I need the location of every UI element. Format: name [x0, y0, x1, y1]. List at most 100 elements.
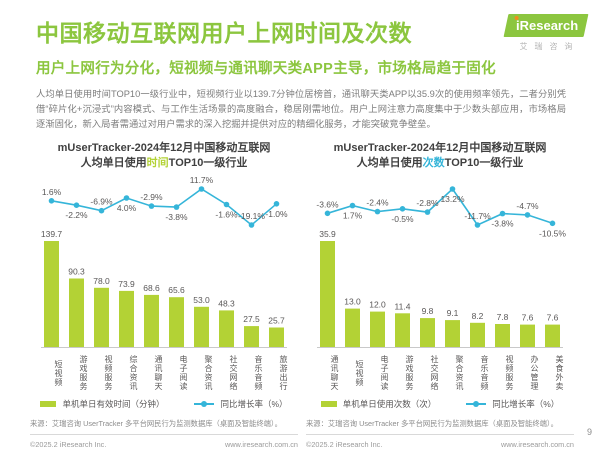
bar — [395, 313, 410, 348]
bar — [94, 288, 109, 348]
line-point — [499, 211, 506, 217]
bar-value-label: 25.7 — [268, 316, 285, 326]
line-point — [524, 212, 531, 219]
line-legend-marker-icon — [194, 401, 215, 408]
logo-brand: Research — [519, 18, 579, 33]
growth-value-label: 11.7% — [190, 175, 214, 185]
category-label: 电子阅读 — [179, 355, 188, 392]
bar-legend-swatch-icon — [40, 401, 57, 408]
chart-legend: 单机单日有效时间（分钟） 同比增长率（%） — [30, 398, 298, 410]
growth-value-label: 1.6% — [42, 187, 62, 197]
bar-value-label: 12.0 — [369, 300, 386, 310]
growth-value-label: -6.9% — [90, 197, 113, 207]
bar — [69, 278, 84, 348]
chart-usage-count: mUserTracker-2024年12月中国移动互联网 人均单日使用次数TOP… — [306, 141, 574, 449]
bar — [119, 291, 134, 348]
growth-value-label: -3.8% — [491, 219, 514, 229]
title-highlight: 次数 — [422, 156, 445, 169]
bar — [194, 307, 209, 348]
footer-row: ©2025.2 iResearch Inc. www.iresearch.com… — [30, 435, 298, 449]
category-label: 视频服务 — [505, 355, 514, 392]
category-label: 音乐音频 — [480, 355, 489, 392]
chart-title-line2: 人均单日使用次数TOP10一级行业 — [356, 156, 524, 169]
growth-value-label: -2.2% — [65, 211, 88, 221]
bar-value-label: 139.7 — [41, 229, 63, 239]
bar-value-label: 48.3 — [218, 299, 235, 309]
copyright-text: ©2025.2 iResearch Inc. — [306, 440, 383, 449]
growth-value-label: 1.7% — [343, 211, 363, 221]
line-point — [424, 209, 431, 216]
bar-value-label: 35.9 — [319, 229, 336, 239]
page-title: 中国移动互联网用户上网时间及次数 — [36, 20, 412, 46]
bar — [144, 295, 159, 348]
category-label: 旅游出行 — [279, 355, 288, 392]
body-text: 人均单日使用时间TOP10一级行业中，短视频行业以139.7分钟位居榜首，通讯聊… — [36, 88, 566, 130]
copyright-text: ©2025.2 iResearch Inc. — [30, 440, 107, 449]
chart-plot-count: 35.9 13.0 12.0 11.4 9.8 9.1 8.2 7.8 7.6 7.6 -3.6% 1… — [315, 173, 566, 351]
bar — [269, 327, 284, 348]
growth-line — [51, 188, 278, 227]
title-highlight: 时间 — [146, 156, 169, 169]
bar-value-label: 13.0 — [344, 297, 361, 307]
bar — [345, 308, 360, 348]
category-label: 聚合资讯 — [204, 355, 213, 392]
charts-row: mUserTracker-2024年12月中国移动互联网 人均单日使用时间TOP… — [0, 133, 600, 449]
growth-value-label: -2.9% — [140, 192, 163, 202]
line-point — [399, 206, 406, 212]
bar — [495, 324, 510, 348]
bar — [520, 324, 535, 348]
chart-plot-time: 139.7 90.3 78.0 73.9 68.6 65.6 53.0 48.3 27.5 25.… — [39, 173, 289, 351]
line-point — [173, 204, 180, 211]
bar-value-label: 90.3 — [68, 267, 85, 277]
website-text: www.iresearch.com.cn — [501, 440, 574, 449]
category-label: 游戏服务 — [79, 355, 88, 392]
line-legend-label: 同比增长率（%） — [492, 399, 560, 410]
line-legend-label: 同比增长率（%） — [220, 399, 288, 410]
line-point — [148, 203, 155, 210]
growth-value-label: -19.1% — [238, 211, 265, 221]
line-point — [449, 186, 456, 193]
logo-subtext: 艾瑞咨询 — [519, 42, 580, 51]
category-axis: 短视频 游戏服务 视频服务 综合资讯 通讯聊天 电子阅读 聚合资讯 社交网络 音乐音频 旅游出行 — [39, 352, 289, 394]
line-point — [374, 209, 381, 215]
line-point — [198, 186, 205, 193]
page-header: iResearch 艾瑞咨询 中国移动互联网用户上网时间及次数 用户上网行为分化… — [0, 0, 600, 133]
footer-row: ©2025.2 iResearch Inc. www.iresearch.com… — [306, 435, 574, 449]
category-label: 通讯聊天 — [154, 355, 163, 392]
growth-value-label: -1.0% — [265, 209, 288, 219]
growth-line — [327, 188, 553, 227]
bar — [420, 318, 435, 348]
bar-value-label: 9.1 — [447, 308, 459, 318]
category-axis: 通讯聊天 短视频 电子阅读 游戏服务 社交网络 聚合资讯 音乐音频 视频服务 办公管理 美食外卖 — [315, 352, 565, 394]
iresearch-logo: iResearch 艾瑞咨询 — [503, 14, 589, 52]
category-label: 社交网络 — [229, 355, 238, 392]
growth-value-label: -0.5% — [391, 214, 414, 224]
website-text: www.iresearch.com.cn — [225, 440, 298, 449]
chart-legend: 单机单日使用次数（次） 同比增长率（%） — [306, 398, 574, 410]
growth-value-label: -11.7% — [464, 211, 491, 221]
combo-chart-svg: 139.7 90.3 78.0 73.9 68.6 65.6 53.0 48.3 27.5 25.… — [41, 175, 288, 349]
bar — [44, 241, 59, 348]
bar-value-label: 11.4 — [395, 302, 411, 312]
category-label: 电子阅读 — [380, 355, 389, 392]
category-label: 视频服务 — [104, 355, 113, 392]
line-point — [273, 201, 280, 207]
line-point — [248, 222, 255, 229]
bar-legend-label: 单机单日有效时间（分钟） — [62, 399, 165, 410]
footer-divider — [306, 434, 574, 436]
page-number: 9 — [586, 427, 592, 437]
source-note: 来源：艾瑞咨询 UserTracker 多平台网民行为监测数据库（桌面及智能终端… — [306, 419, 558, 429]
bar — [169, 297, 184, 348]
growth-value-label: -3.6% — [316, 200, 339, 210]
page-subtitle: 用户上网行为分化，短视频与通讯聊天类APP主导，市场格局趋于固化 — [36, 60, 496, 77]
chart-title-count: mUserTracker-2024年12月中国移动互联网 人均单日使用次数TOP… — [306, 141, 574, 172]
line-point — [98, 208, 105, 214]
bar-legend-label: 单机单日使用次数（次） — [342, 399, 437, 410]
growth-value-label: 13.2% — [440, 194, 465, 204]
line-point — [474, 222, 481, 229]
growth-value-label: -2.4% — [366, 198, 389, 208]
line-point — [324, 210, 331, 217]
bar-legend-swatch-icon — [320, 401, 337, 408]
chart-title-line1: mUserTracker-2024年12月中国移动互联网 — [333, 141, 547, 154]
